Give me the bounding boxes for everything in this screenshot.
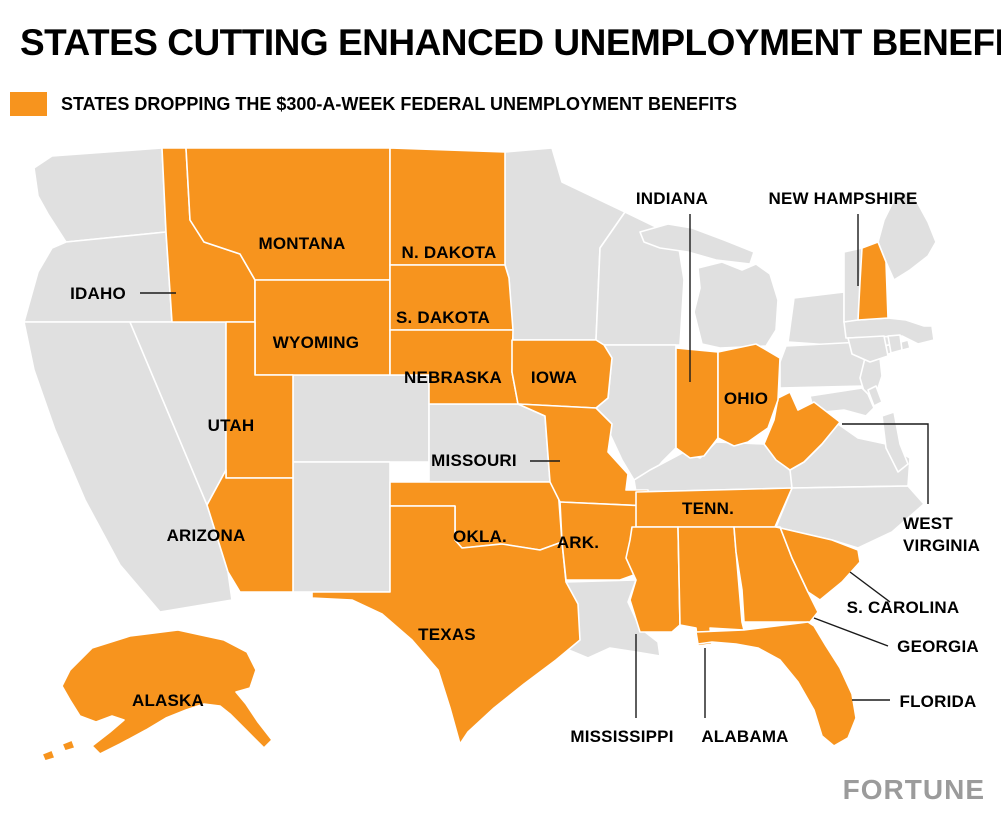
state-michigan-upper [639,223,755,265]
label-west-virginia-line1: WEST [903,514,953,533]
state-alaska-island-2 [41,749,56,762]
state-kansas [428,403,551,483]
label-iowa: IOWA [531,368,577,387]
state-new-hampshire [857,241,889,321]
state-washington [33,147,167,243]
label-alaska: ALASKA [132,691,204,710]
state-iowa [511,339,613,409]
label-utah: UTAH [208,416,255,435]
label-mississippi: MISSISSIPPI [570,727,673,746]
state-south-dakota [389,264,514,331]
label-nebraska: NEBRASKA [404,368,502,387]
state-indiana [675,347,719,459]
state-south-carolina [775,526,861,601]
state-alaska [61,629,273,755]
page-title: STATES CUTTING ENHANCED UNEMPLOYMENT BEN… [20,22,1001,63]
leader-line-s-carolina [849,571,891,603]
label-n-dakota: N. DAKOTA [402,243,497,262]
label-montana: MONTANA [258,234,345,253]
label-florida: FLORIDA [900,692,977,711]
state-wyoming [254,279,391,376]
state-maine [877,191,937,281]
leader-line-georgia [813,617,889,647]
state-new-mexico [292,461,391,593]
label-new-hampshire: NEW HAMPSHIRE [769,189,918,208]
label-alabama: ALABAMA [701,727,788,746]
leader-line-west-virginia [842,423,929,504]
legend-swatch [10,92,47,116]
label-west-virginia-line2: VIRGINIA [903,536,980,555]
state-rhode-island [887,334,903,354]
label-indiana: INDIANA [636,189,708,208]
state-nebraska [389,329,519,405]
state-ohio [717,343,781,447]
label-georgia: GEORGIA [897,637,979,656]
state-alaska-island-1 [61,739,76,752]
label-s-dakota: S. DAKOTA [396,308,490,327]
label-ohio: OHIO [724,389,768,408]
label-okla: OKLA. [453,527,507,546]
label-texas: TEXAS [418,625,476,644]
state-connecticut [847,335,889,363]
state-delaware [867,385,883,407]
state-arizona [206,469,294,593]
label-idaho: IDAHO [70,284,126,303]
state-florida [695,621,857,747]
state-michigan-lower [693,261,779,349]
legend: STATES DROPPING THE $300-A-WEEK FEDERAL … [10,92,737,116]
state-texas [311,505,581,745]
state-alabama [677,526,745,647]
state-delmarva-peninsula [881,411,909,473]
label-wyoming: WYOMING [273,333,359,352]
label-s-carolina: S. CAROLINA [847,598,960,617]
label-tenn: TENN. [682,499,734,518]
state-missouri [517,403,651,507]
state-colorado [292,374,430,463]
legend-label: STATES DROPPING THE $300-A-WEEK FEDERAL … [61,93,738,114]
label-missouri: MISSOURI [431,451,517,470]
label-arizona: ARIZONA [167,526,246,545]
label-ark: ARK. [557,533,599,552]
fortune-logo: FORTUNE [842,774,985,805]
state-oregon [23,231,173,323]
